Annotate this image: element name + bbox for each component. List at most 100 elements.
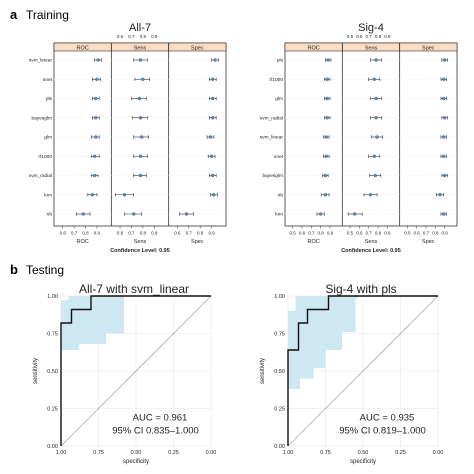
model-label: nnet [274,154,284,160]
dotplot-bottom-tick: 0.6 [414,231,421,236]
estimate-point [92,154,97,158]
estimate-point [324,154,328,158]
estimate-point [442,77,446,81]
roc-xlabel: specificity [123,459,149,465]
dotplot-all7: All-7 0.6 0.7 0.8 0.9 ROC ROC Sens Sens Spec Spec 0… [29,22,227,254]
estimate-point [137,96,142,101]
facet-label: Spec [422,45,435,51]
dotplot-bottom-tick: 0.9 [442,231,449,236]
model-label: knn [275,212,283,218]
estimate-point [442,135,446,139]
dotplot-bottom-tick: 0.8 [197,231,204,236]
estimate-point [323,193,328,197]
estimate-point [90,193,95,197]
dotplot-bottom-tick: 0.8 [318,231,325,236]
estimate-point [212,193,216,197]
facet-label: ROC [308,45,320,51]
confidence-label: Confidence Level: 0.95 [110,248,170,254]
model-label: pls [46,96,53,102]
roc-x-tick: 0.25 [168,450,179,456]
roc-title: All-7 with svm_linear [79,282,189,296]
dotplot-bottom-tick: 0.6 [356,231,363,236]
estimate-point [442,116,447,120]
roc-ci-text: 95% CI 0.819–1.000 [339,426,426,437]
dotplot-sig4: Sig-40.5 0.6 0.7 0.8 0.9ROCROCSensSensSpecSp… [260,22,458,254]
facet-bottom-label: ROC [308,239,320,245]
dotplot-bottom-tick: 0.7 [71,231,78,236]
roc-x-tick: 0.25 [395,450,406,456]
model-label: bayesglm [31,115,52,121]
dotplot-bottom-tick: 0.9 [327,231,334,236]
roc-ylabel: sensitivity [260,358,266,384]
estimate-point [375,135,379,139]
panel-letter-a: a [10,7,18,22]
estimate-point [122,193,127,197]
dotplot-bottom-tick: 0.6 [117,231,124,236]
dotplot-bottom-tick: 0.8 [432,231,439,236]
estimate-point [438,193,442,197]
facet-label: ROC [77,45,89,51]
estimate-point [211,77,215,81]
roc-y-tick: 0.50 [47,369,58,375]
dotplot-bottom-tick: 0.9 [94,231,101,236]
estimate-point [211,116,215,120]
model-label: glm [275,96,283,102]
dotplot-bottom-tick: 0.6 [174,231,181,236]
dotplot-frame [284,42,458,227]
dotplot-bottom-tick: 0.9 [384,231,391,236]
roc-ylabel: sensitivity [33,358,39,384]
roc-xlabel: specificity [350,459,376,465]
dotplot-title: Sig-4 [358,22,384,34]
facet-bottom-label: Spec [422,239,435,245]
dotplot-bottom-tick: 0.7 [423,231,430,236]
estimate-point [442,96,446,101]
roc-x-tick: 0.00 [206,450,217,456]
dotplot-bottom-tick: 0.5 [290,231,297,236]
roc-x-tick: 1.00 [56,450,67,456]
estimate-point [140,135,144,139]
panel-letter-b: b [10,262,18,277]
dotplot-bottom-tick: 0.9 [208,231,215,236]
estimate-point [323,173,328,178]
estimate-point [211,96,215,101]
estimate-point [211,173,215,178]
roc-y-tick: 0.75 [274,331,285,337]
roc-x-tick: 0.50 [358,450,369,456]
estimate-point [325,96,329,101]
dotplot-top-tick: 0.7 [366,34,373,39]
dotplot-bottom-tick: 0.6 [60,231,67,236]
estimate-point [374,116,378,120]
model-label: svm_linear [260,135,284,141]
dotplot-bottom-tick: 0.5 [404,231,411,236]
estimate-point [325,116,329,120]
section-label-training: Training [26,8,69,22]
facet-bottom-label: ROC [77,239,89,245]
roc-y-tick: 1.00 [274,294,285,300]
estimate-point [94,135,98,139]
roc-y-tick: 1.00 [47,294,58,300]
confidence-label: Confidence Level: 0.95 [341,248,401,254]
estimate-point [94,116,98,120]
model-label: rf1000 [269,77,283,83]
dotplot-top-tick: 0.9 [151,34,158,39]
roc-auc-text: AUC = 0.935 [360,413,415,424]
roc-y-tick: 0.00 [274,444,285,450]
roc-ci-text: 95% CI 0.835–1.000 [112,426,199,437]
estimate-point [326,58,330,62]
roc-curve [287,295,438,446]
facet-label: Sens [134,45,147,51]
estimate-point [138,154,143,158]
section-label-testing: Testing [26,263,64,277]
roc-auc-text: AUC = 0.961 [133,413,188,424]
estimate-point [442,212,446,216]
roc-ci-band [288,296,360,389]
facet-bottom-label: Spec [191,239,204,245]
roc-curve [60,295,211,446]
estimate-point [81,212,85,216]
model-label: rf1000 [38,154,52,160]
estimate-point [324,135,328,139]
dotplot-bottom-tick: 0.7 [128,231,135,236]
dotplot-top-tick: 0.9 [384,34,391,39]
estimate-point [184,212,189,216]
